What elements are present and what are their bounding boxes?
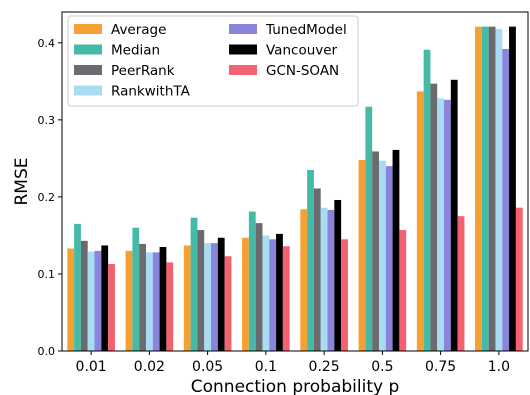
legend-swatch-tunedmodel	[229, 24, 257, 34]
bar-average-0.05	[183, 245, 191, 351]
bar-gcn-soan-0.02	[166, 262, 174, 351]
bar-peerrank-0.75	[430, 83, 438, 351]
x-tick-label: 0.1	[255, 359, 277, 375]
bar-rankwithta-0.1	[262, 235, 270, 351]
bar-rankwithta-0.02	[145, 252, 153, 351]
bar-vancouver-0.02	[159, 246, 167, 351]
legend-label-rankwithta: RankwithTA	[111, 84, 191, 100]
legend-swatch-peerrank	[74, 65, 102, 75]
bar-vancouver-0.25	[334, 199, 342, 351]
bar-rankwithta-0.75	[437, 98, 445, 351]
bar-median-1.0	[481, 26, 489, 351]
bar-average-0.01	[67, 248, 75, 351]
x-tick-label: 0.75	[425, 359, 456, 375]
bar-peerrank-1.0	[488, 26, 496, 351]
bar-rankwithta-0.01	[87, 251, 95, 351]
x-tick-label: 0.01	[76, 359, 107, 375]
bar-gcn-soan-0.75	[457, 216, 465, 351]
x-tick-label: 0.5	[371, 359, 393, 375]
legend-label-average: Average	[111, 22, 166, 38]
bar-rankwithta-1.0	[495, 28, 503, 351]
bar-vancouver-0.75	[450, 79, 458, 352]
bar-vancouver-0.1	[276, 233, 283, 351]
x-tick-label: 0.25	[309, 359, 340, 375]
bar-median-0.1	[248, 211, 256, 351]
bar-peerrank-0.01	[80, 240, 88, 351]
bars-group	[67, 26, 523, 352]
bar-vancouver-0.01	[101, 245, 109, 351]
legend-label-tunedmodel: TunedModel	[265, 22, 347, 38]
bar-median-0.01	[74, 223, 81, 351]
legend: Average Median PeerRank RankwithTA TunedMode…	[67, 15, 359, 107]
bar-average-0.1	[242, 237, 249, 351]
bar-tunedmodel-0.05	[211, 243, 218, 351]
bar-tunedmodel-0.5	[385, 166, 393, 351]
bar-tunedmodel-0.01	[94, 250, 102, 351]
legend-swatch-average	[74, 24, 102, 34]
bar-average-0.02	[125, 250, 133, 351]
bar-tunedmodel-0.25	[327, 210, 335, 351]
bar-gcn-soan-0.5	[399, 230, 407, 351]
bar-average-0.5	[358, 159, 366, 351]
bar-median-0.5	[365, 106, 373, 352]
bar-median-0.25	[307, 169, 314, 351]
bar-tunedmodel-0.02	[152, 252, 160, 351]
bar-peerrank-0.1	[255, 223, 263, 351]
legend-label-peerrank: PeerRank	[111, 63, 175, 79]
legend-box	[67, 15, 359, 107]
bar-gcn-soan-0.1	[282, 246, 290, 351]
x-tick-label: 0.02	[134, 359, 165, 375]
y-tick-label: 0.1	[38, 268, 56, 281]
bar-vancouver-0.5	[392, 149, 400, 351]
x-tick-label: 1.0	[488, 359, 510, 375]
plot-frame	[61, 11, 529, 352]
y-tick-label: 0.2	[38, 191, 56, 204]
legend-swatch-gcn-soan	[229, 65, 257, 75]
legend-swatch-rankwithta	[74, 85, 102, 96]
y-tick-label: 0.3	[38, 114, 56, 127]
legend-swatch-vancouver	[229, 44, 257, 55]
bar-average-1.0	[475, 26, 482, 351]
bar-tunedmodel-0.1	[269, 239, 277, 351]
bar-vancouver-0.05	[217, 237, 225, 351]
bar-gcn-soan-1.0	[515, 207, 523, 351]
bar-gcn-soan-0.25	[341, 239, 348, 351]
bar-peerrank-0.25	[313, 188, 321, 351]
x-axis-title: Connection probability p	[191, 377, 400, 395]
bar-tunedmodel-0.75	[444, 99, 451, 351]
y-axis-title: RMSE	[12, 157, 32, 205]
bar-median-0.02	[132, 227, 140, 351]
bar-rankwithta-0.05	[204, 243, 212, 351]
y-tick-label: 0.0	[38, 345, 56, 358]
bar-peerrank-0.05	[197, 230, 205, 351]
bar-average-0.25	[300, 209, 308, 351]
bar-tunedmodel-1.0	[502, 48, 510, 352]
y-axis: 0.0 0.1 0.2 0.3 0.4	[38, 37, 62, 358]
bar-peerrank-0.5	[372, 151, 379, 351]
legend-label-vancouver: Vancouver	[266, 43, 338, 59]
bar-median-0.75	[423, 49, 431, 352]
bar-rankwithta-0.25	[320, 207, 328, 351]
bar-peerrank-0.02	[139, 243, 146, 351]
bar-average-0.75	[416, 91, 424, 352]
bar-gcn-soan-0.05	[224, 256, 232, 351]
x-tick-label: 0.05	[192, 359, 223, 375]
y-tick-label: 0.4	[38, 37, 56, 50]
bar-gcn-soan-0.01	[108, 263, 115, 351]
bar-median-0.05	[190, 217, 198, 351]
legend-label-median: Median	[111, 43, 160, 59]
x-axis: 0.01 0.02 0.05 0.1 0.25 0.5 0.75 1.0	[76, 351, 510, 375]
legend-label-gcn-soan: GCN-SOAN	[266, 63, 339, 79]
bar-vancouver-1.0	[509, 26, 516, 351]
bar-rankwithta-0.5	[378, 160, 386, 351]
legend-swatch-median	[74, 44, 102, 55]
